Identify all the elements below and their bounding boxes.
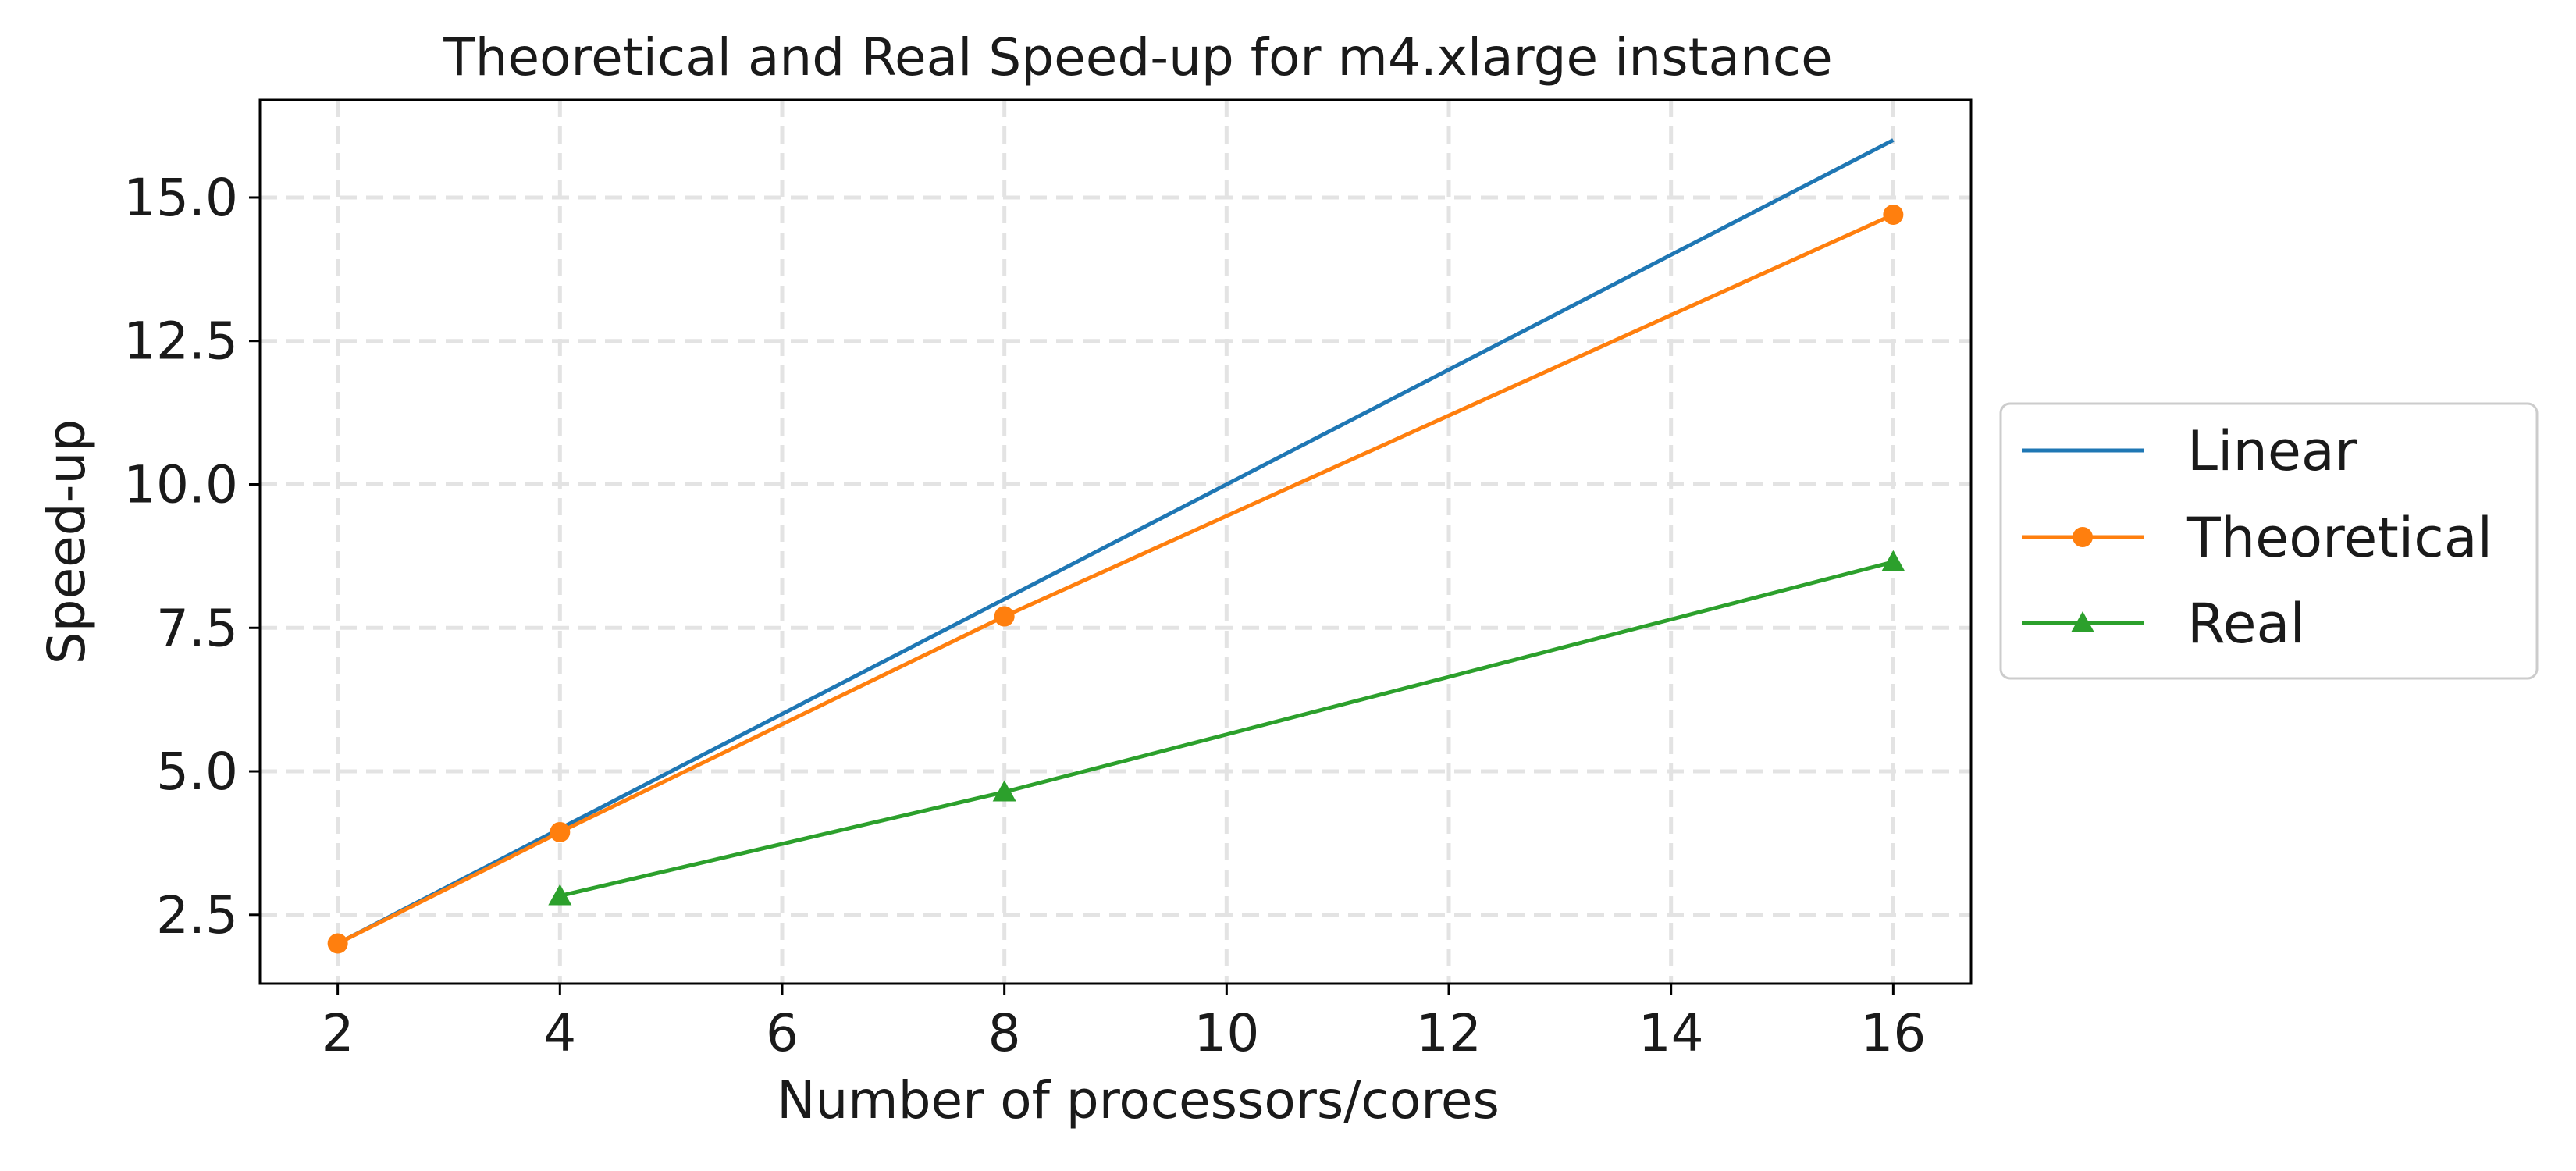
y-tick-label: 7.5 bbox=[156, 598, 238, 658]
grid-lines bbox=[260, 100, 1971, 984]
x-tick-label: 4 bbox=[543, 1003, 576, 1063]
series-markers bbox=[327, 205, 1905, 954]
legend-label-linear: Linear bbox=[2187, 419, 2357, 483]
legend-label-theoretical: Theoretical bbox=[2186, 506, 2492, 570]
series-line-theoretical bbox=[336, 212, 1895, 945]
data-point-theoretical bbox=[327, 933, 348, 954]
y-tick-label: 2.5 bbox=[156, 885, 238, 945]
x-tick-label: 14 bbox=[1638, 1003, 1704, 1063]
data-point-real bbox=[548, 884, 572, 906]
y-tick-label: 15.0 bbox=[123, 168, 238, 228]
x-tick-label: 8 bbox=[988, 1003, 1021, 1063]
plot-frame bbox=[258, 98, 1973, 985]
x-tick-label: 12 bbox=[1416, 1003, 1482, 1063]
y-axis-label: Speed-up bbox=[37, 419, 97, 664]
data-point-real bbox=[1881, 550, 1905, 571]
x-tick-label: 16 bbox=[1860, 1003, 1926, 1063]
y-axis-ticks: 2.5 5.0 7.5 10.0 12.5 15.0 bbox=[123, 168, 260, 945]
data-point-theoretical bbox=[1883, 205, 1904, 226]
data-point-theoretical bbox=[994, 606, 1015, 627]
x-tick-label: 6 bbox=[766, 1003, 799, 1063]
legend-frame bbox=[1999, 402, 2539, 680]
legend-marker-real bbox=[2071, 611, 2094, 632]
y-tick-label: 12.5 bbox=[123, 311, 238, 372]
legend: Linear Theoretical Real bbox=[1999, 402, 2539, 680]
data-point-theoretical bbox=[550, 821, 571, 842]
y-tick-label: 10.0 bbox=[123, 454, 238, 514]
x-axis-ticks: 2 4 6 8 10 12 14 16 bbox=[322, 984, 1926, 1063]
chart-title: Theoretical and Real Speed-up for m4.xla… bbox=[443, 27, 1832, 87]
x-axis-label: Number of processors/cores bbox=[777, 1070, 1500, 1130]
x-tick-label: 2 bbox=[322, 1003, 354, 1063]
x-tick-label: 10 bbox=[1194, 1003, 1259, 1063]
y-tick-label: 5.0 bbox=[156, 742, 238, 802]
legend-label-real: Real bbox=[2187, 592, 2305, 656]
legend-marker-theoretical bbox=[2073, 527, 2093, 547]
data-point-real bbox=[992, 780, 1016, 802]
